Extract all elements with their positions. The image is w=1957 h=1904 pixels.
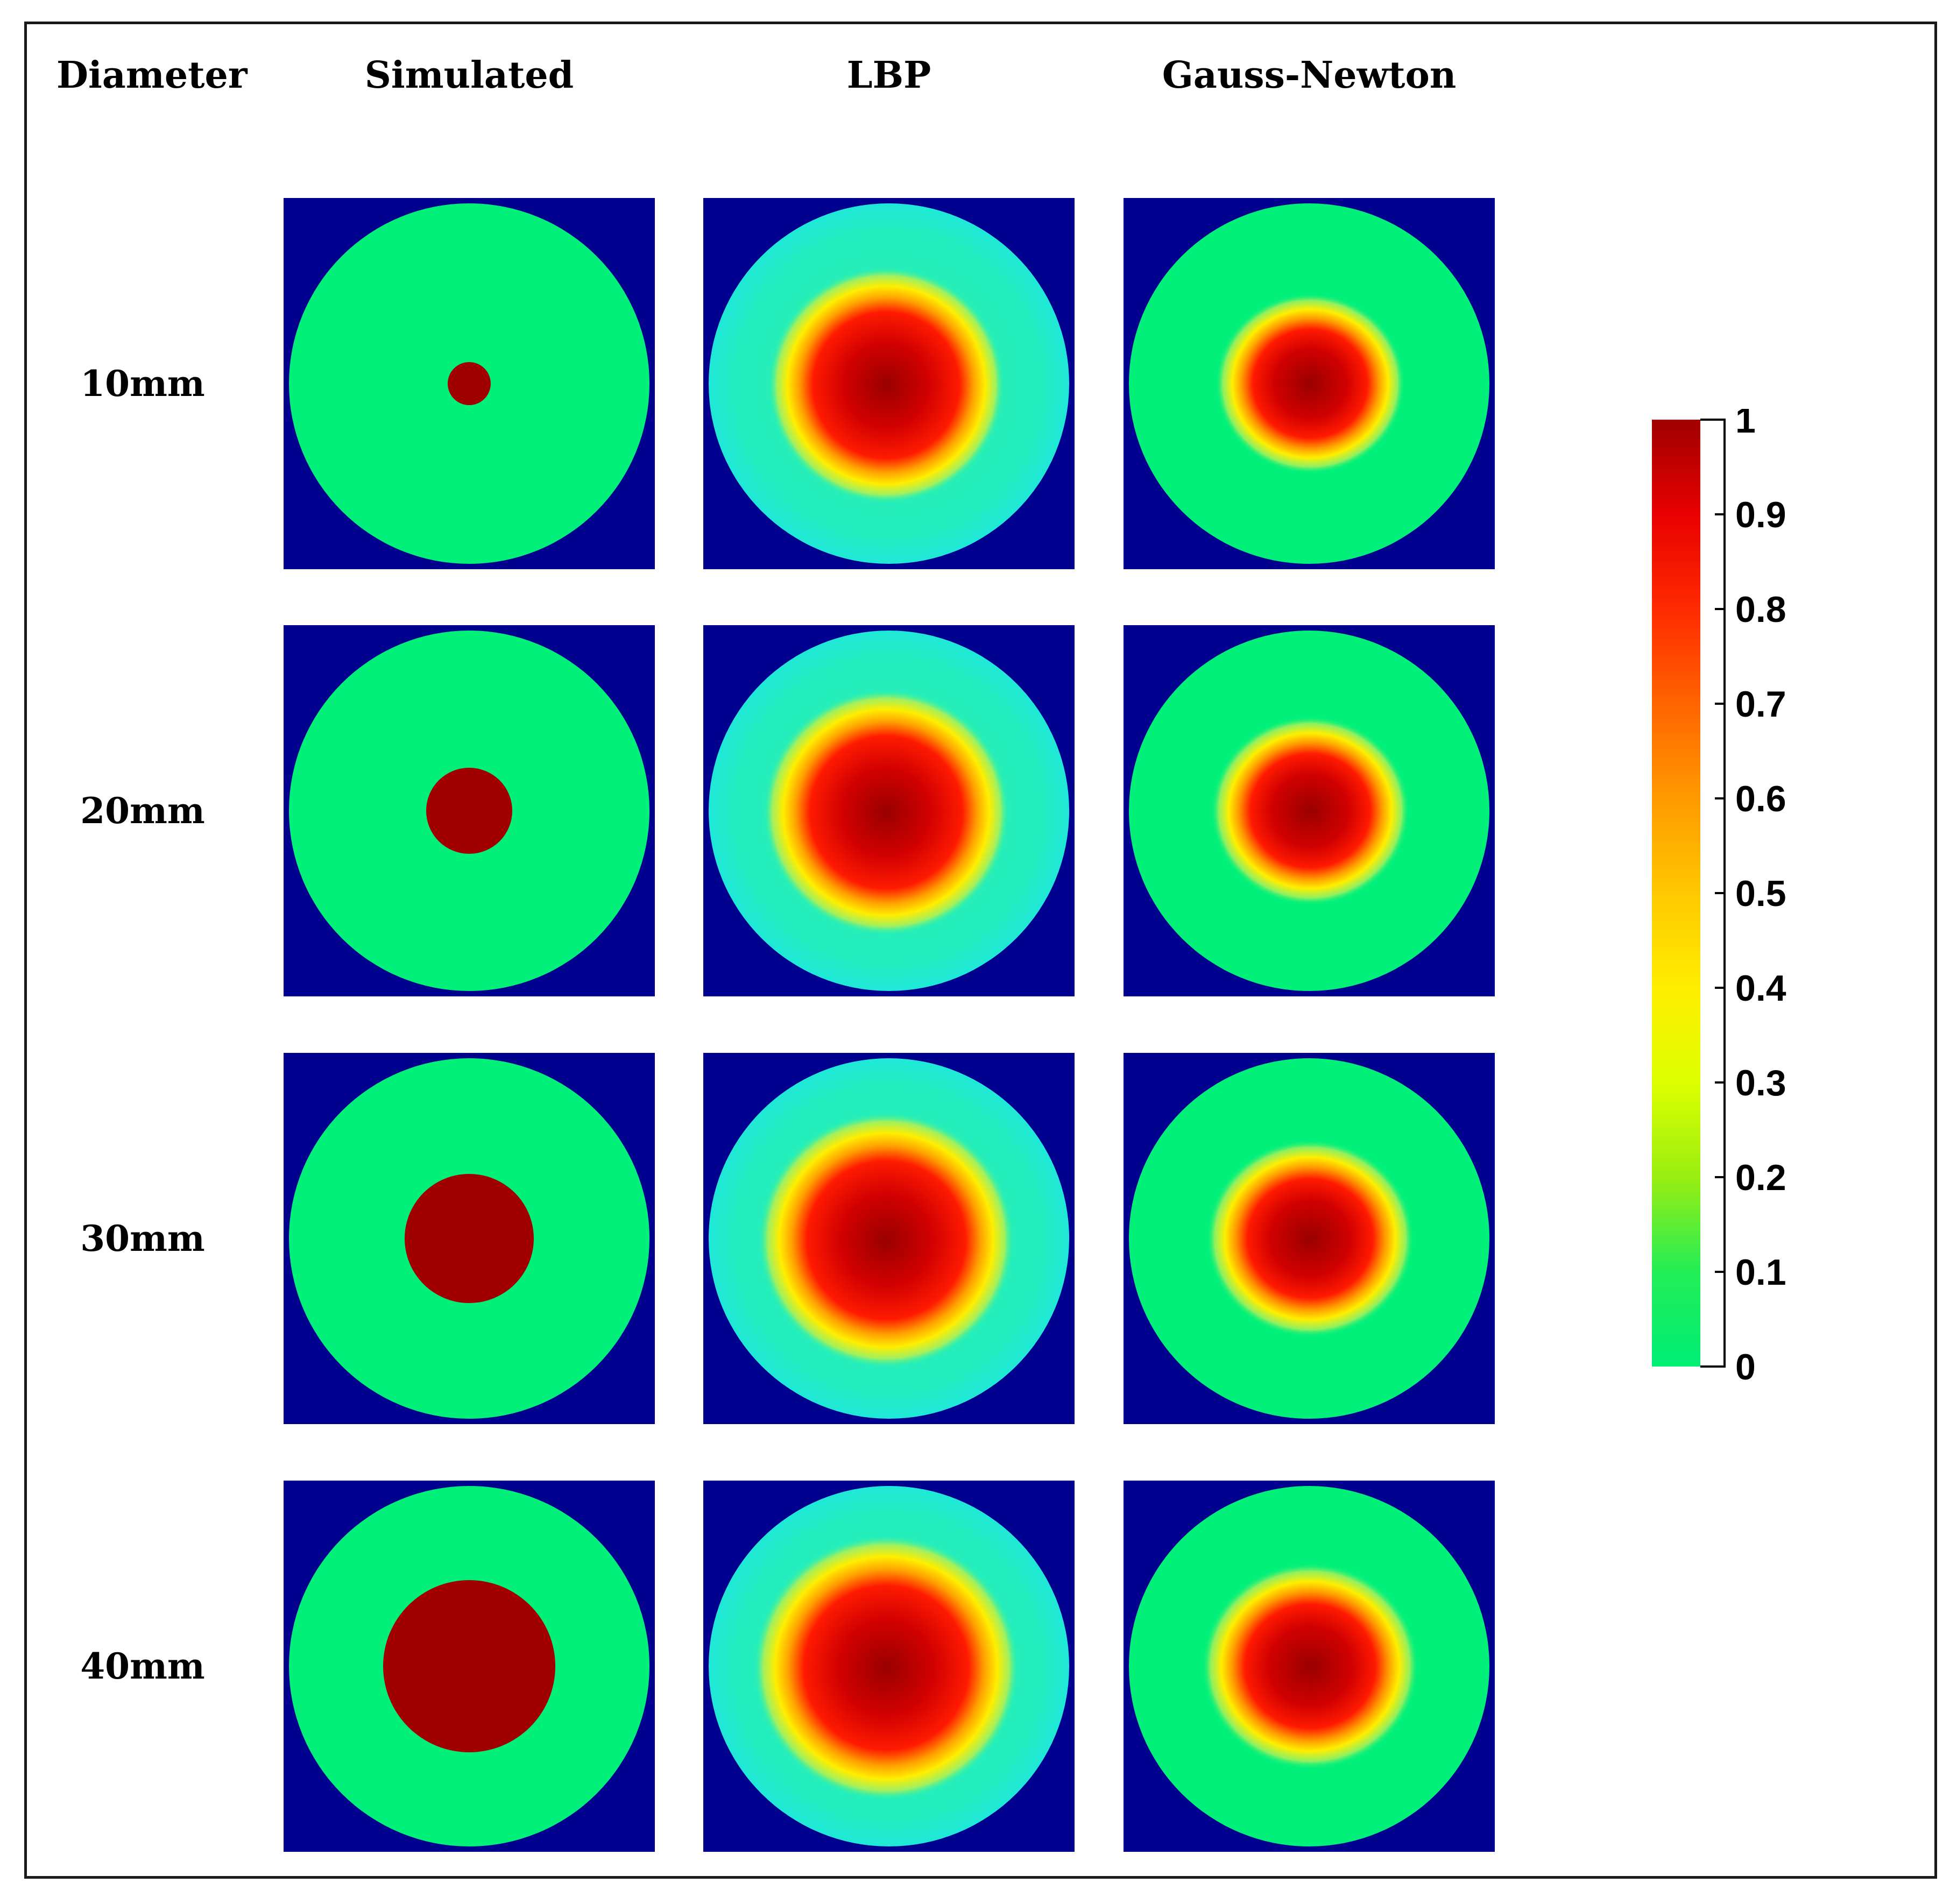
colorbar-tick-label: 0.9: [1735, 494, 1786, 535]
panel-gauss-newton: [1124, 1053, 1495, 1424]
panel-gauss-newton: [1124, 625, 1495, 996]
panel-lbp: [703, 1481, 1075, 1852]
row-label: 40mm: [80, 1645, 205, 1687]
reconstruction-blob: [768, 267, 1004, 503]
colorbar-gradient: [1652, 420, 1700, 1367]
reconstruction-blob: [759, 1113, 1014, 1368]
panel-lbp: [703, 198, 1075, 569]
row-label: 10mm: [80, 363, 205, 405]
header-diameter: Diameter: [56, 54, 248, 97]
panel-gauss-newton: [1124, 198, 1495, 569]
colorbar-tick-label: 0.2: [1735, 1157, 1786, 1198]
panel-gauss-newton: [1124, 1481, 1495, 1852]
inclusion-disk: [448, 362, 491, 405]
reconstruction-blob: [764, 690, 1009, 935]
colorbar-tick-label: 1: [1735, 409, 1756, 441]
header-lbp: LBP: [846, 54, 931, 97]
colorbar-tick-label: 0.6: [1735, 778, 1786, 819]
inclusion-disk: [405, 1174, 534, 1303]
colorbar-tick-label: 0.1: [1735, 1252, 1786, 1293]
colorbar-tick-label: 0.8: [1735, 589, 1786, 630]
colorbar-tick-label: 0.3: [1735, 1063, 1786, 1103]
header-simulated: Simulated: [364, 54, 574, 97]
panel-simulated: [284, 1481, 655, 1852]
panel-simulated: [284, 198, 655, 569]
colorbar: 0 0.1 0.2 0.3 0.4 0.5 0.6 0.7 0.8 0.9 1: [1652, 409, 1786, 1388]
reconstruction-blob: [1211, 716, 1410, 905]
colorbar-tick-label: 0: [1735, 1347, 1756, 1388]
colorbar-tick-label: 0.7: [1735, 684, 1786, 725]
panel-lbp: [703, 625, 1075, 996]
panel-lbp: [703, 1053, 1075, 1424]
panel-simulated: [284, 625, 655, 996]
colorbar-tick-label: 0.5: [1735, 873, 1786, 914]
reconstruction-blob: [754, 1535, 1019, 1800]
reconstruction-blob: [1215, 293, 1405, 474]
row-label: 20mm: [80, 790, 205, 832]
inclusion-disk: [426, 768, 512, 854]
reconstruction-blob: [1206, 1139, 1415, 1337]
reconstruction-blob: [1202, 1563, 1419, 1769]
row-label: 30mm: [80, 1218, 205, 1259]
inclusion-disk: [383, 1580, 555, 1752]
colorbar-tick-label: 0.4: [1735, 968, 1786, 1009]
panel-simulated: [284, 1053, 655, 1424]
header-gauss-newton: Gauss-Newton: [1162, 54, 1457, 97]
